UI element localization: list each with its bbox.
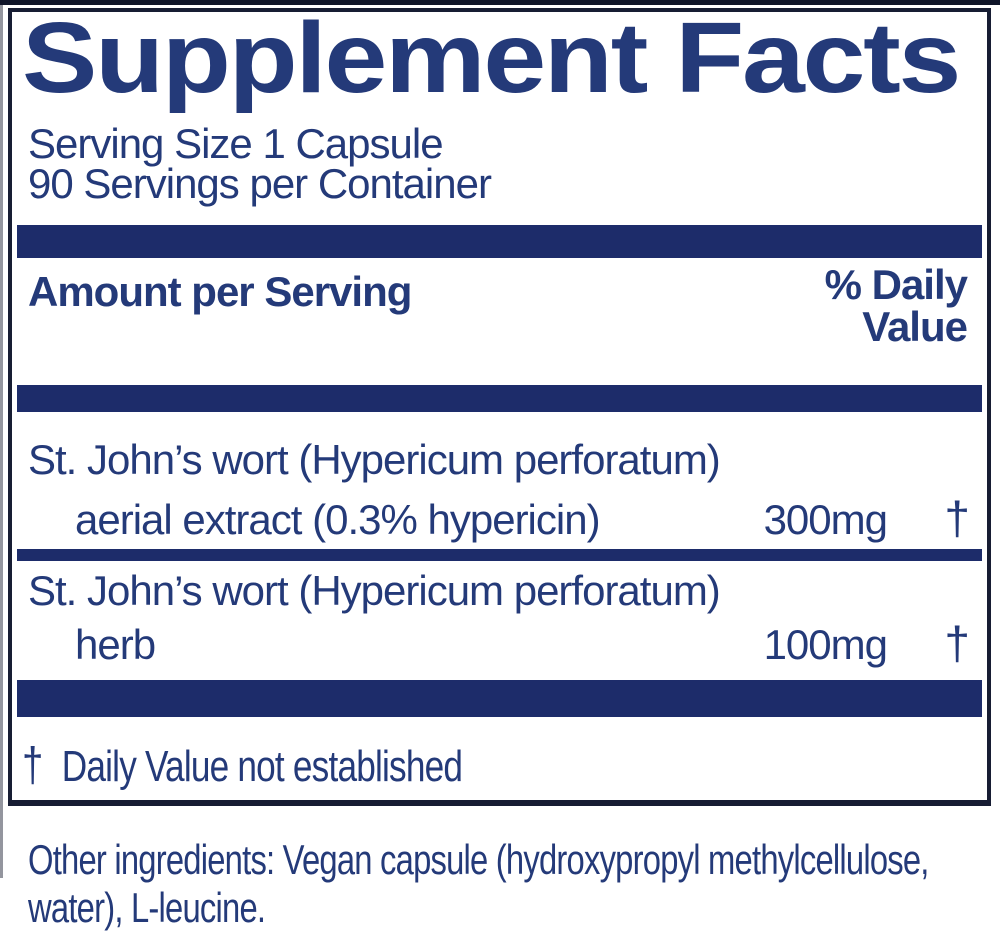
- footnote-text: Daily Value not established: [61, 742, 463, 791]
- divider-bar-bottom: [17, 680, 982, 717]
- servings-per-container: 90 Servings per Container: [28, 160, 492, 207]
- daily-value-header: % Daily Value: [824, 261, 968, 350]
- daily-value-header-line1: % Daily: [824, 261, 968, 308]
- ingredient-2-amount: 100mg: [763, 621, 888, 668]
- divider-bar-header: [17, 385, 982, 412]
- ingredient-1-amount: 300mg: [763, 496, 888, 543]
- dagger-symbol: †: [22, 739, 43, 792]
- ingredient-2-name: St. John’s wort (Hypericum perforatum): [28, 567, 721, 614]
- ingredient-2-form: herb: [75, 621, 156, 668]
- panel-title: Supplement Facts: [22, 2, 961, 114]
- divider-row: [17, 549, 982, 561]
- other-ingredients-line1: Other ingredients: Vegan capsule (hydrox…: [28, 836, 929, 883]
- daily-value-header-line2: Value: [862, 303, 968, 350]
- ingredient-1-daily-value: †: [944, 492, 970, 544]
- ingredient-1-form: aerial extract (0.3% hypericin): [75, 496, 601, 543]
- supplement-facts-panel: Supplement Facts Serving Size 1 Capsule …: [8, 8, 991, 806]
- scan-edge-top: [0, 0, 1000, 5]
- scan-edge-left: [0, 0, 3, 878]
- other-ingredients: Other ingredients: Vegan capsule (hydrox…: [28, 836, 929, 932]
- amount-per-serving-header: Amount per Serving: [28, 268, 412, 315]
- daily-value-footnote: † Daily Value not established: [22, 739, 463, 792]
- divider-bar-top: [17, 225, 982, 258]
- ingredient-2-daily-value: †: [944, 617, 970, 669]
- other-ingredients-line2: water), L-leucine.: [28, 884, 266, 931]
- ingredient-1-name: St. John’s wort (Hypericum perforatum): [28, 436, 721, 483]
- serving-size: Serving Size 1 Capsule: [28, 120, 444, 167]
